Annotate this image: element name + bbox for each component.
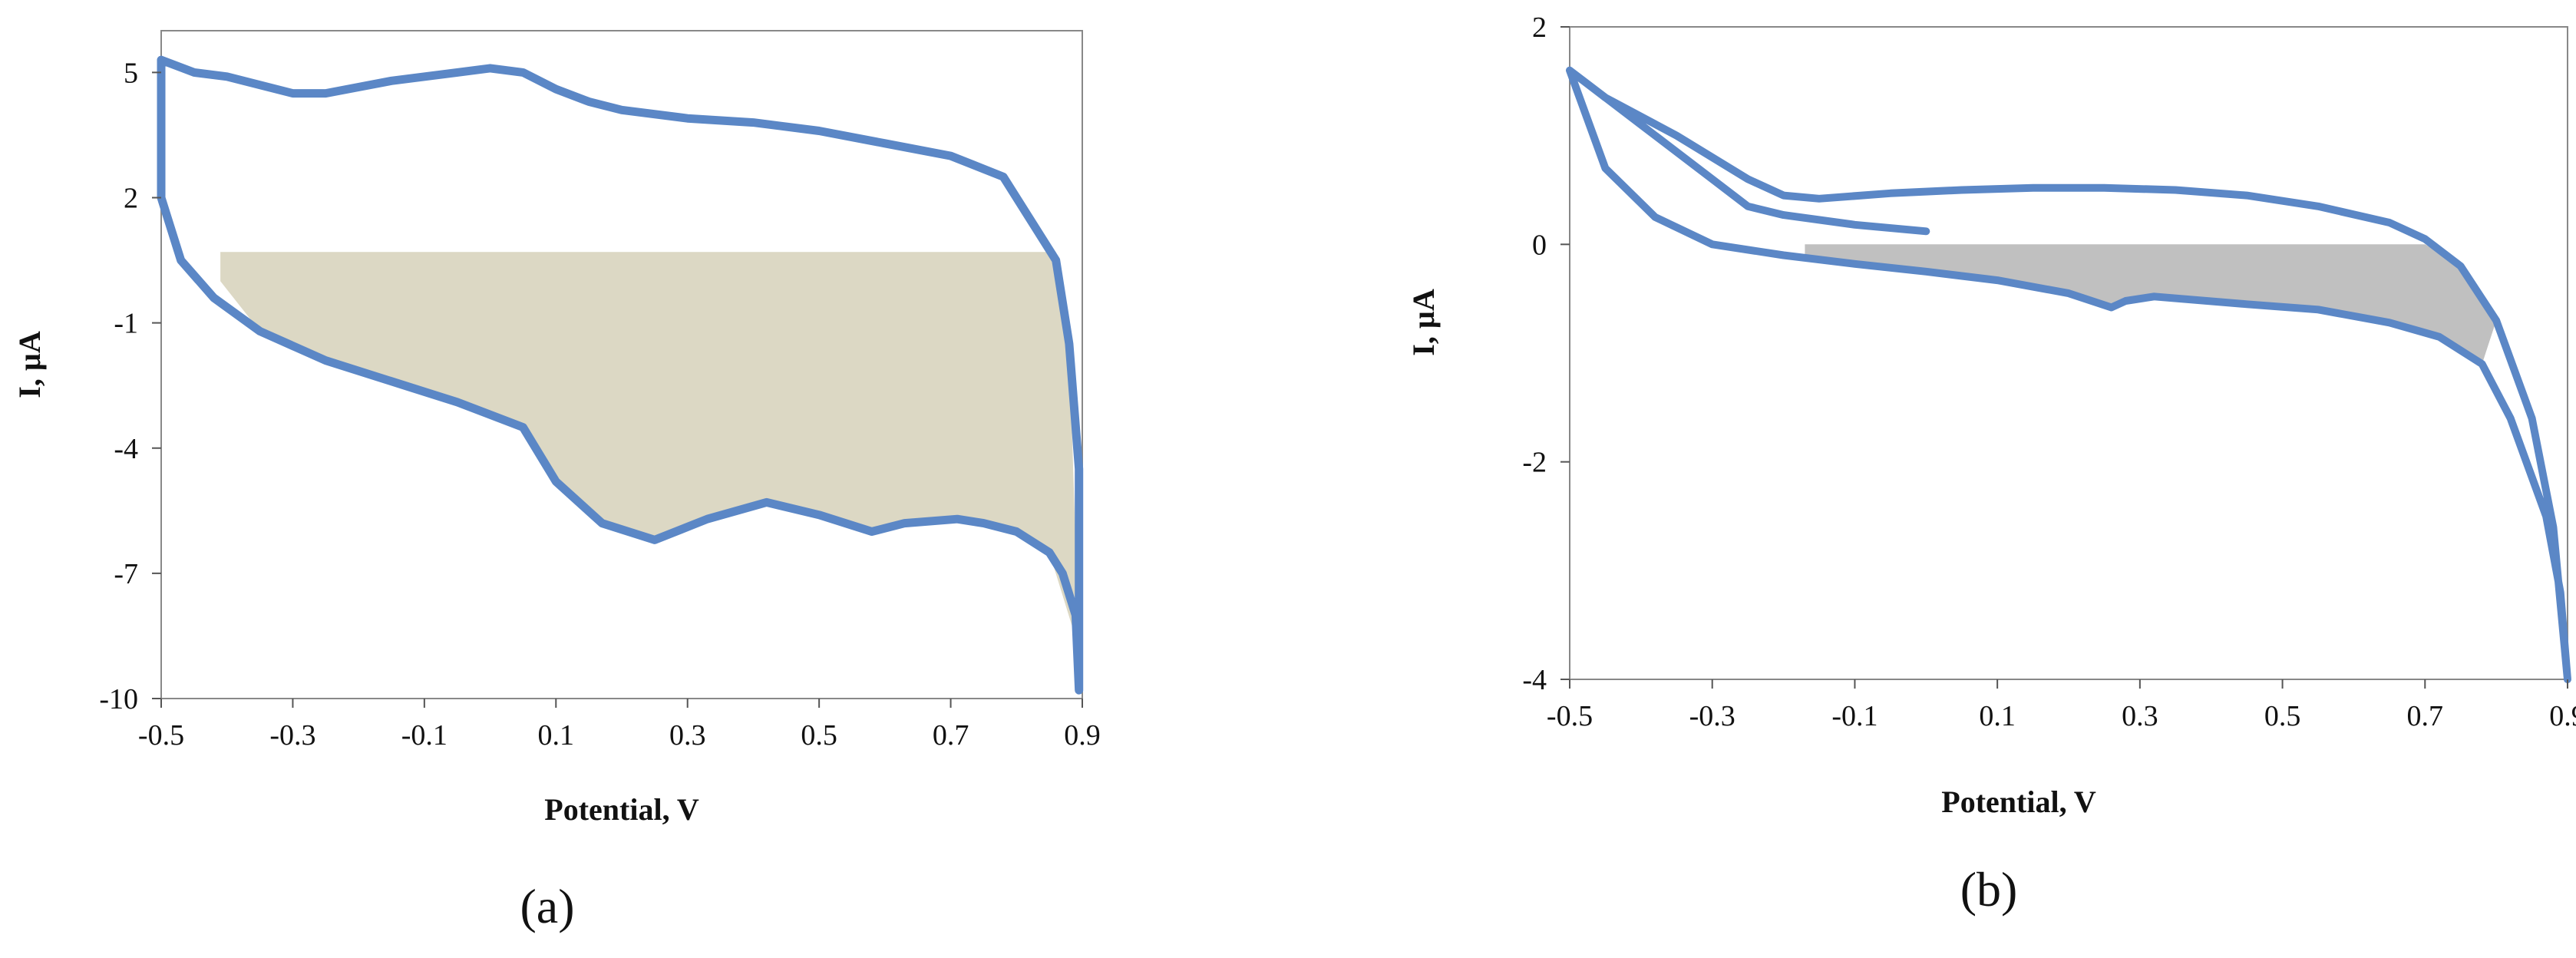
chart-b-series-line [1566,66,2571,683]
chart-b-shaded-area [1805,244,2497,365]
chart-a: -0.5 -0.3 -0.1 0.1 0.3 0.5 0.7 0.9 52-1-4-7-10 … [12,30,1101,933]
chart-a-frame [160,30,1083,699]
chart-b-y-ticks: 2 0 -2 -4 [1522,12,1570,696]
chart-b-frame [1569,26,2568,680]
chart-a-y-ticks: 5 2 -1 -4 -7 -10 [99,57,161,715]
chart-a-y-tick-label: -4 [114,433,138,465]
chart-b-panel-label: (b) [1960,862,2018,917]
chart-a-shaded-area [220,252,1079,649]
chart-a-x-tick-label: 0.7 [933,719,969,752]
chart-b-x-tick-label: -0.1 [1831,700,1878,732]
chart-a-y-tick-label: -7 [114,558,138,590]
chart-a-x-tick-label: 0.3 [669,719,706,752]
chart-a-x-tick-label: -0.1 [401,719,447,752]
chart-a-x-tick-label: 0.5 [801,719,837,752]
chart-a-x-ticks: -0.5 -0.3 -0.1 0.1 0.3 0.5 0.7 0.9 [138,699,1101,752]
chart-b-y-tick-label: 0 [1532,229,1547,261]
chart-b-x-tick-label: -0.3 [1689,700,1735,732]
chart-b-x-tick-label: 0.9 [2549,700,2576,732]
chart-b: -0.5 -0.3 -0.1 0.1 0.3 0.5 0.7 0.9 2 0 -2 -4 Poten… [1406,12,2576,917]
chart-a-x-tick-label: 0.1 [538,719,575,752]
chart-a-x-axis-label: Potential, V [544,792,699,827]
chart-b-y-tick-label: -4 [1522,664,1547,696]
chart-b-x-tick-label: 0.5 [2264,700,2301,732]
chart-b-y-tick-label: 2 [1532,12,1547,44]
chart-a-panel-label: (a) [520,879,574,933]
chart-a-x-tick-label: -0.3 [269,719,315,752]
chart-a-x-tick-label: 0.9 [1064,719,1101,752]
chart-a-y-tick-label: -10 [99,683,138,715]
chart-b-x-tick-label: 0.1 [1979,700,2016,732]
chart-a-y-tick-label: 2 [124,183,138,215]
chart-a-y-axis-label: I, µA [12,331,47,398]
chart-a-series-line [157,55,1084,695]
chart-a-y-tick-label: -1 [114,308,138,340]
chart-a-x-tick-label: -0.5 [138,719,184,752]
chart-b-x-axis-label: Potential, V [1941,785,2096,819]
chart-b-x-tick-label: 0.3 [2122,700,2158,732]
chart-b-y-tick-label: -2 [1522,447,1547,479]
chart-b-x-tick-label: 0.7 [2407,700,2444,732]
chart-b-x-ticks: -0.5 -0.3 -0.1 0.1 0.3 0.5 0.7 0.9 [1547,679,2576,732]
chart-a-y-tick-label: 5 [124,57,138,89]
chart-b-x-tick-label: -0.5 [1547,700,1593,732]
chart-b-y-axis-label: I, µA [1406,289,1441,356]
